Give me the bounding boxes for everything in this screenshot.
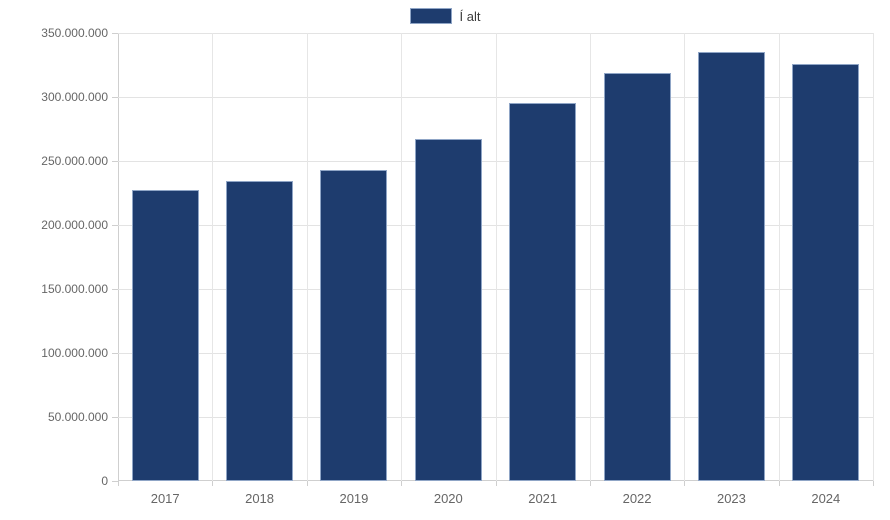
bar-2023[interactable] — [697, 52, 765, 481]
x-gridline — [684, 33, 686, 481]
legend: Í alt — [0, 8, 890, 24]
x-gridline — [212, 33, 214, 481]
bar-2017[interactable] — [131, 190, 199, 481]
y-tick-label: 300.000.000 — [41, 90, 108, 104]
x-tick-label-2018: 2018 — [245, 491, 275, 506]
x-tick-mark — [873, 481, 874, 486]
x-gridline — [873, 33, 874, 481]
y-tick-mark — [112, 353, 118, 354]
x-tick-mark — [118, 481, 119, 486]
x-tick-label-2024: 2024 — [811, 491, 841, 506]
y-tick-mark — [112, 481, 118, 482]
x-gridline — [401, 33, 403, 481]
x-gridline — [306, 33, 308, 481]
bar-2022[interactable] — [603, 72, 671, 481]
y-tick-label: 150.000.000 — [41, 282, 108, 296]
plot-area — [118, 33, 874, 481]
y-tick-mark — [112, 289, 118, 290]
x-tick-label-2019: 2019 — [339, 491, 369, 506]
y-tick-mark — [112, 417, 118, 418]
y-tick-label: 100.000.000 — [41, 346, 108, 360]
x-tick-label-2023: 2023 — [716, 491, 746, 506]
legend-label: Í alt — [459, 8, 481, 24]
x-tick-mark — [495, 481, 497, 486]
x-tick-label-2021: 2021 — [528, 491, 558, 506]
legend-item-i-alt[interactable]: Í alt — [409, 8, 481, 24]
y-tick-label: 50.000.000 — [47, 410, 108, 424]
x-gridline — [778, 33, 780, 481]
x-tick-mark — [306, 481, 308, 486]
bar-2024[interactable] — [792, 63, 860, 481]
y-tick-mark — [112, 161, 118, 162]
x-tick-mark — [401, 481, 403, 486]
x-tick-mark — [589, 481, 591, 486]
bar-2018[interactable] — [226, 181, 294, 481]
x-tick-label-2022: 2022 — [622, 491, 652, 506]
y-tick-mark — [112, 97, 118, 98]
x-tick-mark — [684, 481, 686, 486]
legend-swatch — [409, 8, 452, 24]
y-tick-label: 350.000.000 — [41, 26, 108, 40]
x-tick-mark — [212, 481, 214, 486]
y-tick-label: 0 — [101, 474, 108, 488]
y-tick-mark — [112, 33, 118, 34]
y-tick-label: 200.000.000 — [41, 218, 108, 232]
bar-2020[interactable] — [414, 139, 482, 481]
y-axis-line — [118, 33, 119, 481]
bar-2021[interactable] — [509, 103, 577, 481]
y-tick-label: 250.000.000 — [41, 154, 108, 168]
bar-2019[interactable] — [320, 169, 388, 481]
x-gridline — [589, 33, 591, 481]
y-tick-mark — [112, 225, 118, 226]
x-tick-label-2017: 2017 — [150, 491, 180, 506]
x-gridline — [495, 33, 497, 481]
x-tick-mark — [778, 481, 780, 486]
x-tick-label-2020: 2020 — [433, 491, 463, 506]
